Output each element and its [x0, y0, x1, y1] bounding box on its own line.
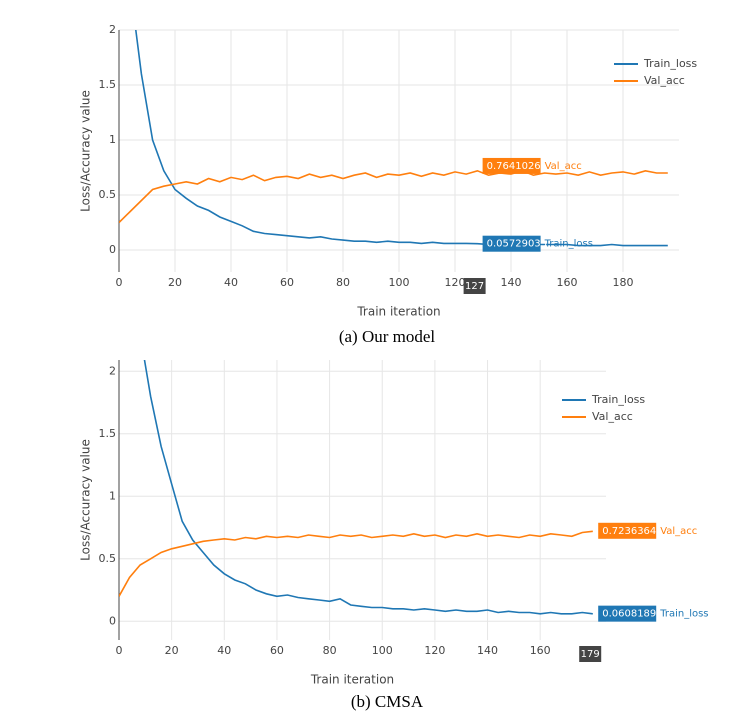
y-tick-label: 2: [109, 23, 116, 36]
tooltip-value: 0.05729033: [487, 239, 547, 250]
y-tick-label: 0: [109, 614, 116, 627]
tooltip-value: 0.7236364: [602, 526, 656, 537]
legend-label: Train_loss: [643, 57, 697, 70]
caption: (a) Our model: [339, 327, 436, 346]
x-tick-label: 80: [336, 276, 350, 289]
x-tick-label: 0: [116, 644, 123, 657]
x-axis-label: Train iteration: [356, 305, 440, 319]
tooltip-value: 0.7641026: [487, 161, 541, 172]
y-axis-label: Loss/Accuracy value: [79, 439, 93, 561]
tooltip-value: 0.06081894: [602, 609, 662, 620]
hover-x-label: 179: [581, 649, 600, 660]
tooltip-name: Train_loss: [659, 609, 708, 620]
x-tick-label: 60: [280, 276, 294, 289]
hover-x-box: [463, 278, 486, 294]
x-tick-label: 160: [557, 276, 578, 289]
y-tick-label: 0.5: [99, 552, 117, 565]
tooltip-box: [482, 235, 541, 252]
x-tick-label: 20: [165, 644, 179, 657]
x-tick-label: 60: [270, 644, 284, 657]
hover-x-box: [579, 646, 602, 662]
x-tick-label: 120: [445, 276, 466, 289]
x-tick-label: 140: [501, 276, 522, 289]
series-line: [143, 360, 593, 615]
caption: (b) CMSA: [351, 692, 424, 711]
x-tick-label: 120: [424, 644, 445, 657]
tooltip-box: [598, 605, 657, 622]
x-tick-label: 40: [217, 644, 231, 657]
tooltip-name: Val_acc: [545, 161, 582, 172]
tooltip-box: [482, 157, 541, 174]
y-tick-label: 0: [109, 243, 116, 256]
tooltip-box: [598, 522, 657, 539]
x-axis-label: Train iteration: [310, 673, 394, 687]
x-tick-label: 40: [224, 276, 238, 289]
y-axis-label: Loss/Accuracy value: [79, 90, 93, 212]
y-tick-label: 0.5: [99, 188, 117, 201]
y-tick-label: 1.5: [99, 427, 117, 440]
tooltip-name: Val_acc: [660, 526, 697, 537]
x-tick-label: 140: [477, 644, 498, 657]
series-line: [119, 530, 593, 597]
x-tick-label: 100: [389, 276, 410, 289]
legend-label: Train_loss: [591, 393, 645, 406]
x-tick-label: 160: [530, 644, 551, 657]
series-line: [134, 30, 668, 247]
x-tick-label: 80: [323, 644, 337, 657]
y-tick-label: 1: [109, 133, 116, 146]
y-tick-label: 1.5: [99, 78, 117, 91]
series-line: [119, 169, 668, 224]
x-tick-label: 100: [372, 644, 393, 657]
x-tick-label: 180: [613, 276, 634, 289]
y-tick-label: 2: [109, 364, 116, 377]
legend-label: Val_acc: [592, 410, 633, 423]
tooltip-name: Train_loss: [544, 239, 593, 250]
y-tick-label: 1: [109, 489, 116, 502]
x-tick-label: 0: [116, 276, 123, 289]
legend-label: Val_acc: [644, 74, 685, 87]
x-tick-label: 20: [168, 276, 182, 289]
hover-x-label: 127: [465, 281, 484, 292]
